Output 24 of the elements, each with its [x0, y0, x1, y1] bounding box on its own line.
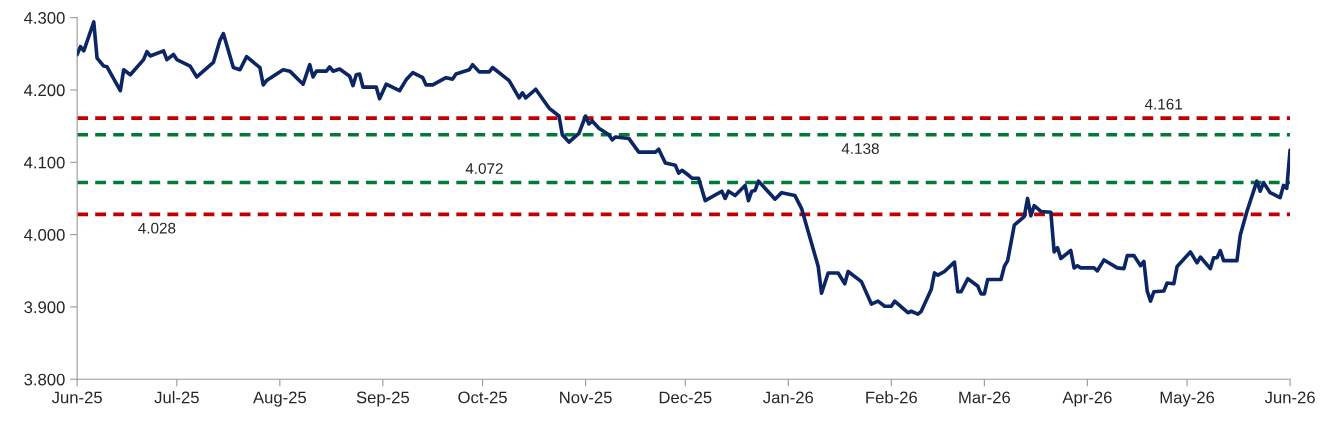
x-tick-label: Jan-26	[763, 391, 814, 404]
y-tick-label: 4.200	[24, 84, 65, 97]
ref-line-label: 4.161	[1144, 98, 1183, 110]
x-tick-label: Aug-25	[253, 391, 307, 407]
x-tick-label: Mar-26	[959, 391, 1011, 404]
x-tick-label: May-26	[1160, 391, 1215, 407]
y-tick-label: 3.800	[24, 373, 65, 386]
y-tick-label: 4.000	[24, 229, 65, 241]
x-tick-label: Jun-26	[1264, 391, 1315, 404]
y-tick-label: 4.100	[24, 156, 65, 169]
x-tick-label: Dec-25	[659, 391, 712, 404]
y-tick-label: 4.300	[24, 12, 65, 24]
ref-line-label: 4.028	[138, 222, 176, 234]
x-tick-label: Feb-26	[866, 391, 917, 404]
x-tick-label: Oct-25	[458, 391, 507, 404]
ref-line-label: 4.072	[465, 163, 503, 174]
x-tick-label: Jun-25	[51, 391, 102, 404]
line-series	[77, 20, 1291, 316]
x-tick-label: Apr-26	[1062, 391, 1112, 407]
y-tick-label: 3.900	[24, 301, 65, 314]
x-tick-label: Jul-25	[154, 391, 199, 404]
ref-line-label: 4.138	[841, 143, 879, 155]
x-tick-label: Sep-25	[356, 391, 410, 407]
x-tick-label: Nov-25	[560, 391, 612, 404]
